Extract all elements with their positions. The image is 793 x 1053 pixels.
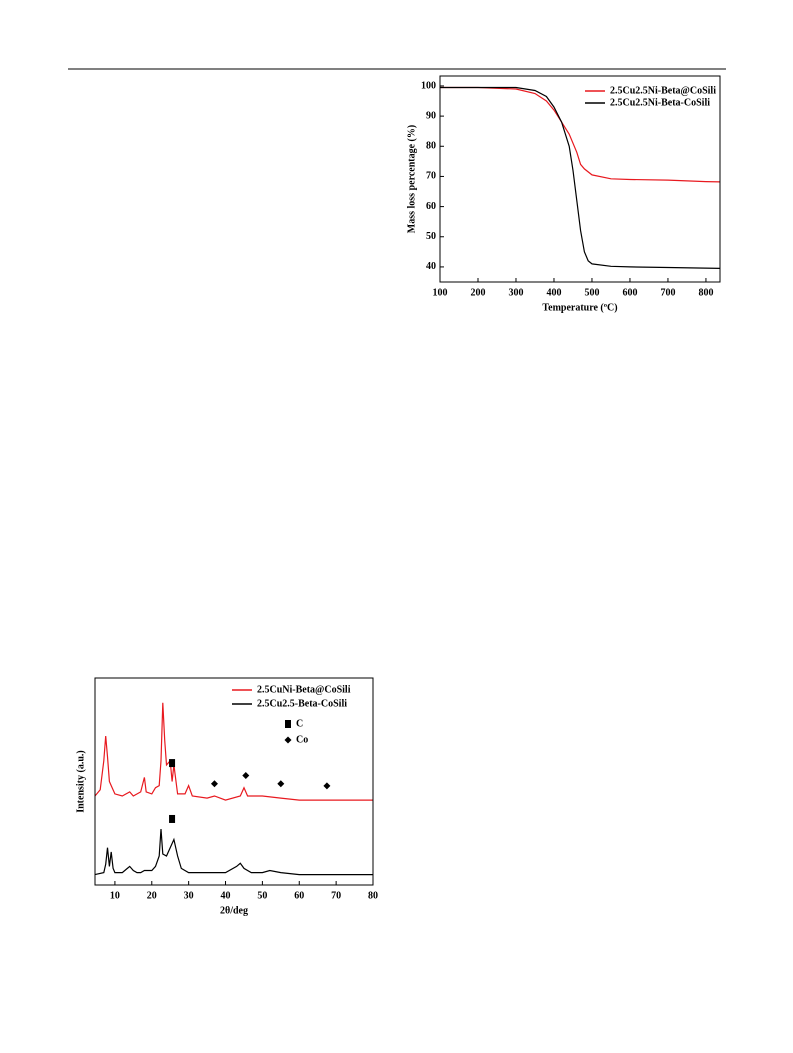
y-tick-label: 40	[426, 261, 436, 272]
x-axis-label: 2θ/deg	[220, 905, 248, 916]
data-line	[94, 829, 373, 876]
marker-square	[169, 814, 176, 823]
x-tick-label: 70	[331, 890, 341, 901]
y-tick-label: 80	[426, 141, 436, 152]
x-tick-label: 500	[584, 287, 599, 298]
x-tick-label: 400	[546, 287, 561, 298]
y-tick-label: 100	[421, 80, 436, 91]
marker-diamond	[277, 780, 285, 788]
x-tick-label: 200	[470, 287, 485, 298]
x-tick-label: 10	[110, 890, 120, 901]
x-tick-label: 80	[368, 890, 378, 901]
y-tick-label: 60	[426, 201, 436, 212]
x-tick-label: 300	[508, 287, 523, 298]
x-tick-label: 50	[257, 890, 267, 901]
x-tick-label: 800	[698, 287, 713, 298]
plot-frame	[439, 75, 721, 283]
y-tick-label: 70	[426, 171, 436, 182]
marker-diamond	[323, 782, 331, 790]
legend-label: Co	[296, 734, 308, 745]
x-tick-label: 30	[184, 890, 194, 901]
data-line	[440, 86, 721, 183]
x-tick-label: 40	[221, 890, 231, 901]
data-line	[94, 702, 373, 801]
x-tick-label: 700	[660, 287, 675, 298]
legend-symbol	[284, 736, 292, 744]
legend-label: 2.5Cu2.5Ni-Beta@CoSili	[610, 85, 716, 96]
marker-square	[169, 759, 176, 768]
legend-label: C	[296, 718, 303, 729]
plot-frame	[94, 677, 374, 886]
marker-diamond	[210, 780, 218, 788]
legend-label: 2.5Cu2.5Ni-Beta-CoSili	[610, 97, 710, 108]
y-axis-label: Intensity (a.u.)	[75, 750, 86, 813]
x-tick-label: 100	[433, 287, 448, 298]
data-line	[440, 86, 721, 269]
legend-label: 2.5Cu2.5-Beta-CoSili	[257, 698, 347, 709]
x-tick-label: 60	[294, 890, 304, 901]
y-tick-label: 50	[426, 231, 436, 242]
x-axis-label: Temperature (ºC)	[542, 302, 617, 313]
marker-diamond	[242, 772, 250, 779]
x-tick-label: 600	[622, 287, 637, 298]
x-tick-label: 20	[147, 890, 157, 901]
legend-symbol	[285, 720, 291, 728]
legend-label: 2.5CuNi-Beta@CoSili	[257, 684, 351, 695]
y-tick-label: 90	[426, 110, 436, 121]
y-axis-label: Mass loss percentage (%)	[406, 125, 417, 233]
